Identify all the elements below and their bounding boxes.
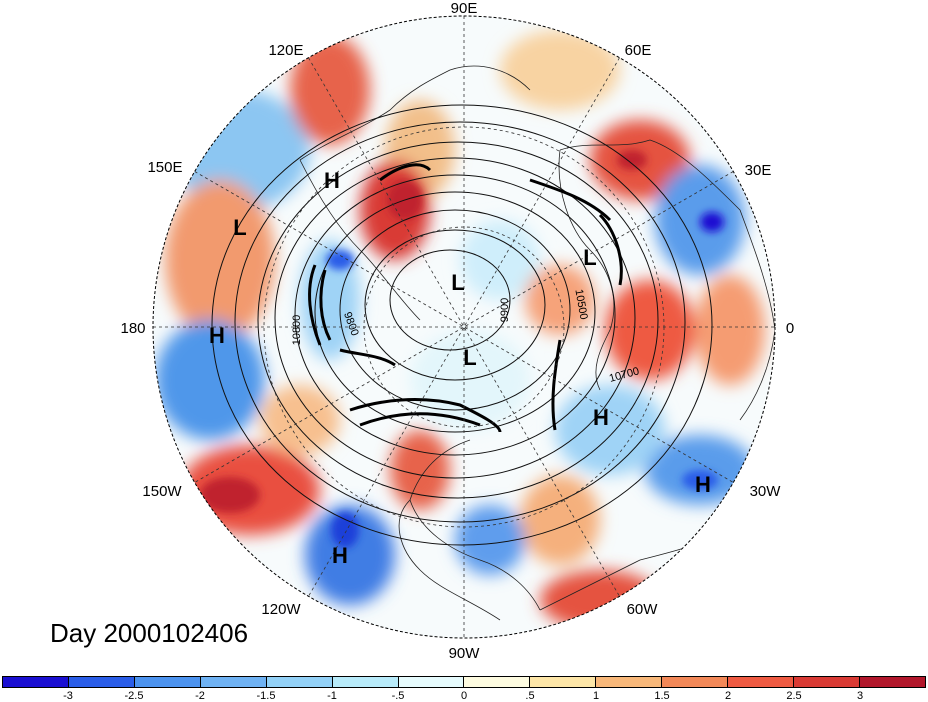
- lon-label-30e: 30E: [745, 162, 772, 179]
- lon-label-0: 0: [786, 320, 794, 337]
- pressure-center-label: H: [593, 405, 609, 430]
- pressure-center-label: H: [332, 543, 348, 568]
- longitude-labels: 90E 60E 30E 0 30W 60W 90W 120W 150W 180 …: [120, 0, 794, 662]
- colorbar-swatch: [332, 677, 399, 687]
- polar-map: 90E 60E 30E 0 30W 60W 90W 120W 150W 180 …: [120, 0, 794, 662]
- lon-label-90w: 90W: [449, 645, 481, 662]
- pressure-center-label: L: [233, 215, 246, 240]
- colorbar-swatch: [728, 677, 795, 687]
- pressure-center-label: H: [695, 472, 711, 497]
- map-border: [152, 15, 776, 639]
- lon-label-150w: 150W: [142, 483, 182, 500]
- colorbar-swatch: [530, 677, 597, 687]
- colorbar-tick-label: -2.5: [124, 690, 144, 702]
- colorbar-swatch: [794, 677, 860, 687]
- height-contours: [211, 104, 713, 546]
- colorbar-swatch: [859, 677, 925, 687]
- pressure-center-label: H: [324, 168, 340, 193]
- colorbar: [2, 676, 926, 688]
- colorbar-tick-label: 1: [592, 690, 600, 702]
- lon-label-60e: 60E: [625, 42, 652, 59]
- contour-label: 10800: [291, 315, 303, 346]
- coastlines: [299, 65, 775, 621]
- colorbar-tick-label: -1.5: [256, 690, 276, 702]
- colorbar-tick-label: -1: [327, 690, 337, 702]
- colorbar-tick-label: -3: [63, 690, 73, 702]
- lon-label-180: 180: [120, 320, 145, 337]
- colorbar-tick-label: -.5: [391, 690, 405, 702]
- lon-label-120e: 120E: [268, 42, 303, 59]
- graticule: [153, 16, 775, 638]
- colorbar-tick-label: 3: [856, 690, 864, 702]
- colorbar-swatch: [134, 677, 201, 687]
- lon-label-90e: 90E: [451, 0, 478, 17]
- pressure-center-label: H: [209, 323, 225, 348]
- colorbar-tick-label: 0: [460, 690, 468, 702]
- colorbar-swatch: [464, 677, 531, 687]
- lon-label-120w: 120W: [261, 601, 301, 618]
- lon-label-60w: 60W: [627, 601, 659, 618]
- colorbar-swatch: [3, 677, 69, 687]
- pressure-center-label: L: [463, 345, 476, 370]
- lon-label-30w: 30W: [750, 483, 782, 500]
- day-title: Day 2000102406: [50, 618, 249, 648]
- colorbar-tick-label: 1.5: [654, 690, 670, 702]
- colorbar-swatch: [662, 677, 729, 687]
- jet-contours: [308, 163, 623, 433]
- colorbar-labels: -3 -2.5 -2 -1.5 -1 -.5 0 .5 1 1.5 2 2.5 3: [2, 690, 926, 702]
- pressure-centers: H L H L L H H H L: [209, 168, 711, 568]
- colorbar-tick-label: .5: [525, 690, 535, 702]
- colorbar-tick-label: 2: [724, 690, 732, 702]
- colorbar-tick-label: -2: [195, 690, 205, 702]
- pressure-center-label: L: [451, 270, 464, 295]
- contour-label: 9900: [499, 298, 511, 322]
- colorbar-swatch: [398, 677, 465, 687]
- colorbar-swatch: [200, 677, 267, 687]
- contour-label: 10500: [572, 288, 589, 320]
- colorbar-tick-label: 2.5: [786, 690, 802, 702]
- colorbar-swatch: [266, 677, 333, 687]
- pressure-center-label: L: [583, 245, 596, 270]
- colorbar-swatch: [596, 677, 663, 687]
- lon-label-150e: 150E: [147, 159, 182, 176]
- colorbar-swatch: [68, 677, 135, 687]
